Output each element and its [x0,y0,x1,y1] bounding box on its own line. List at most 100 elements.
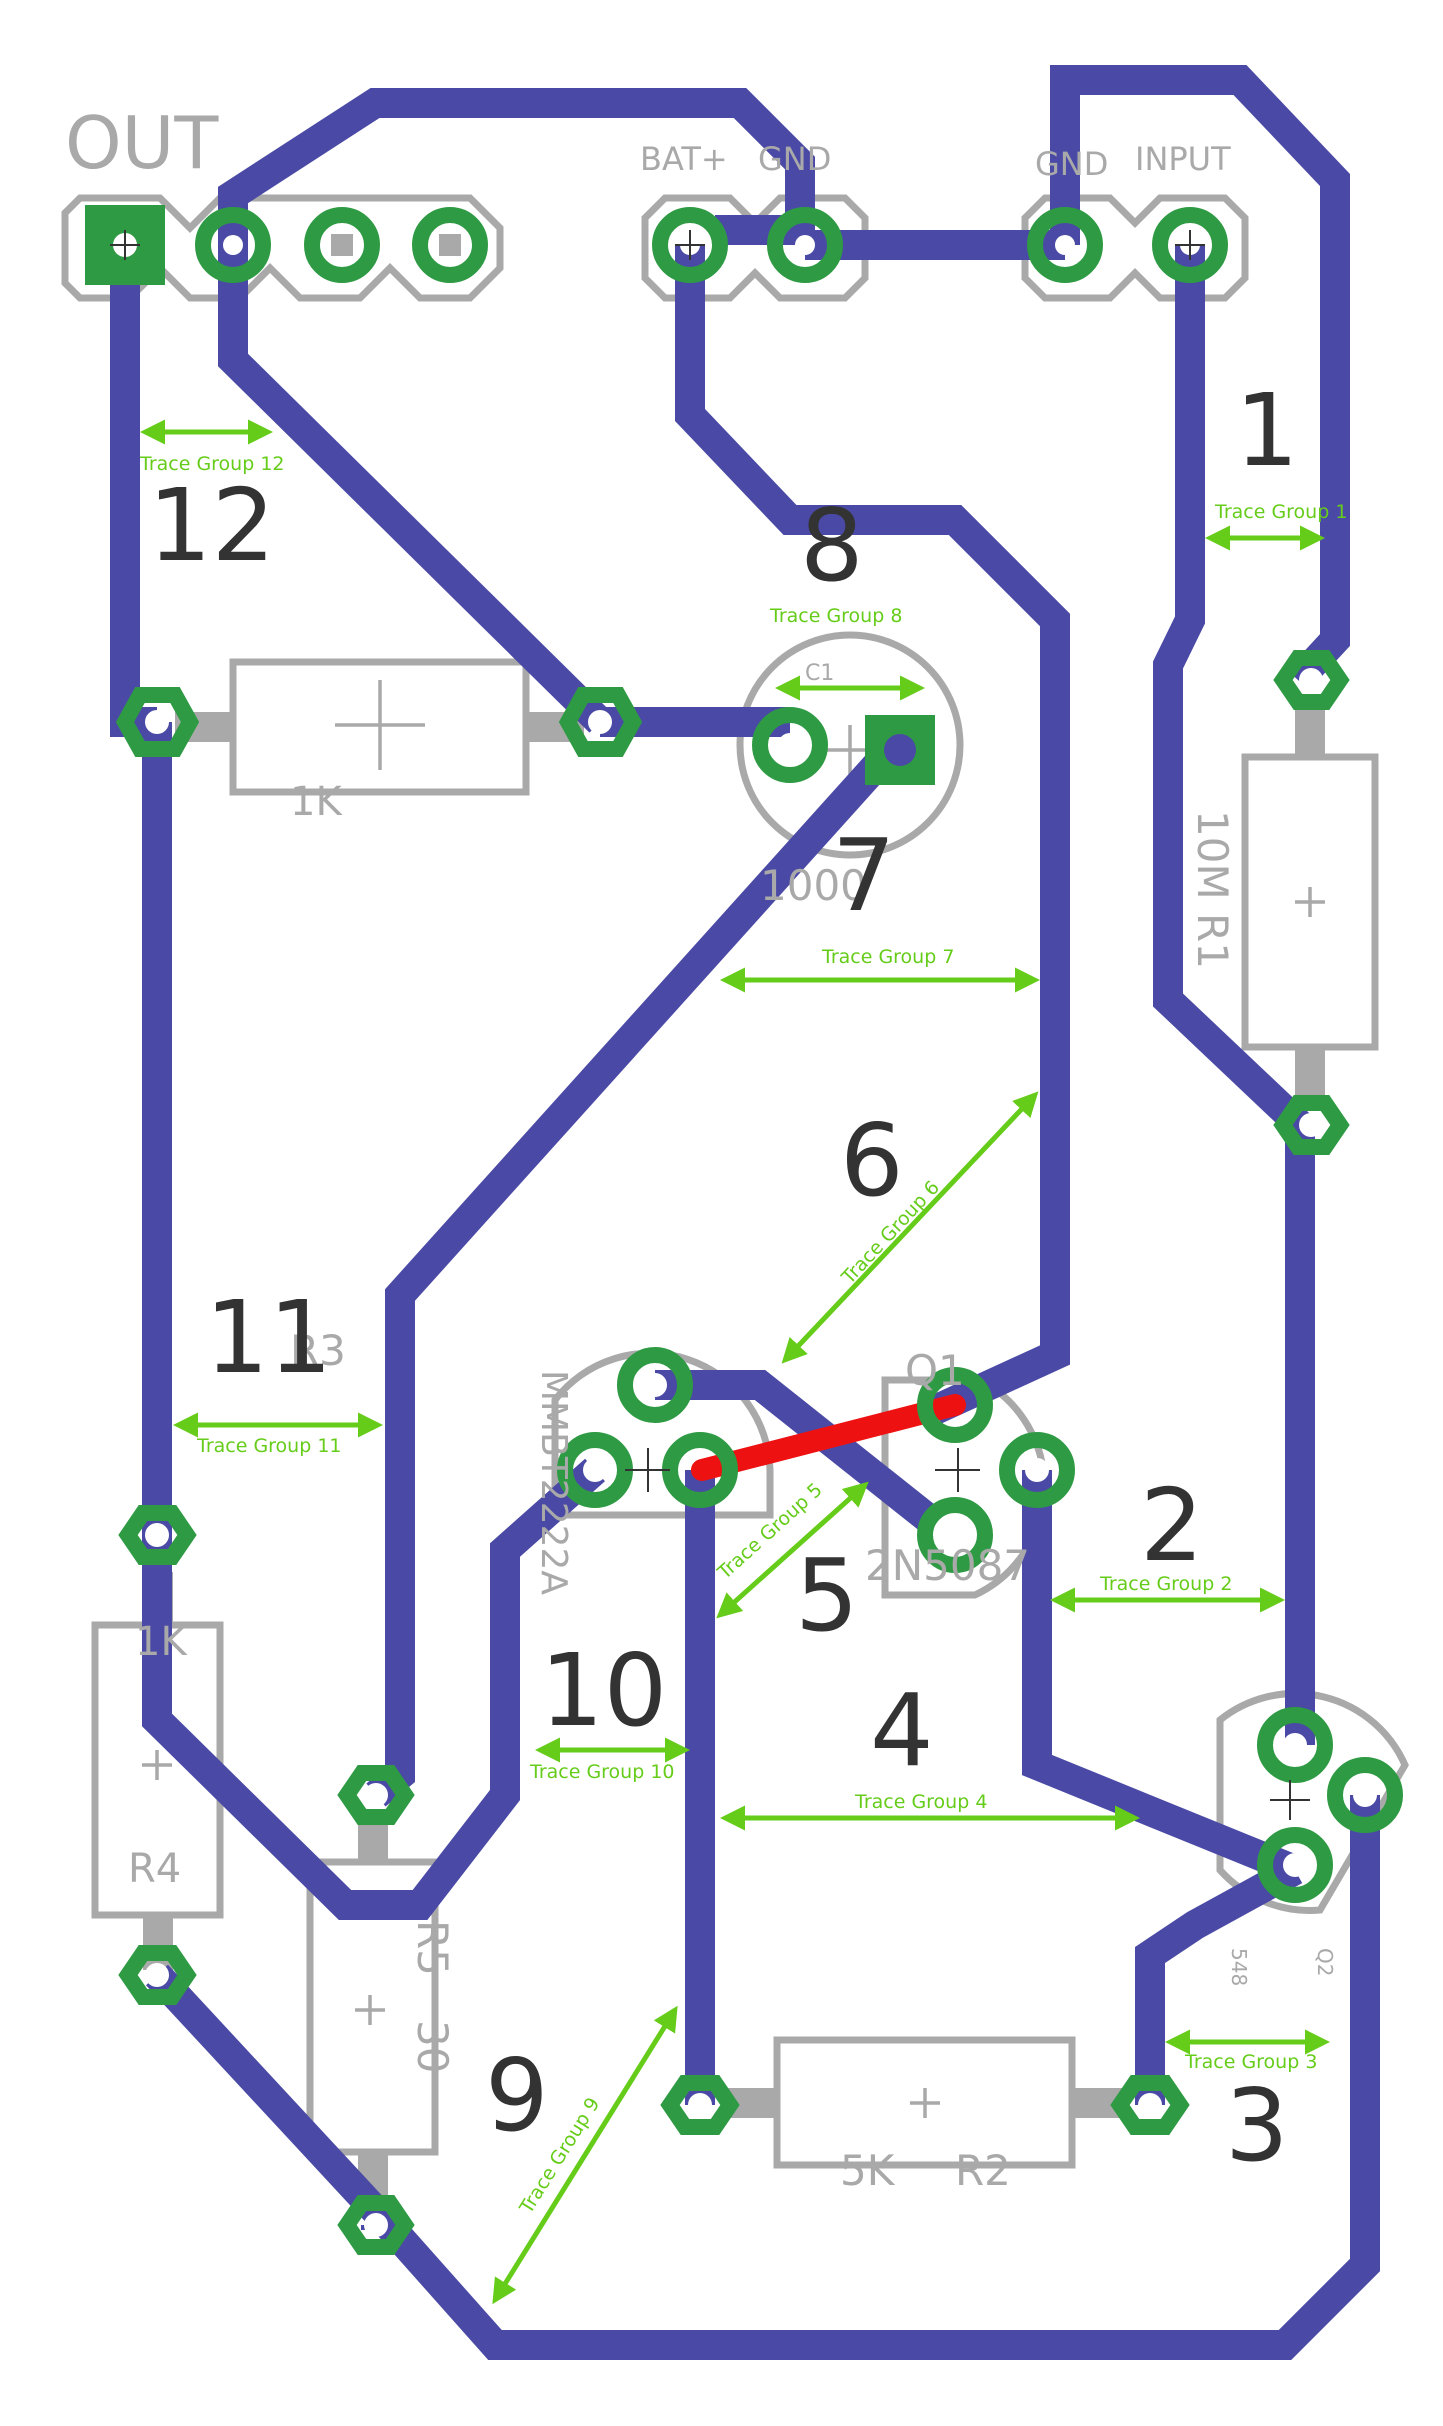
group-1-label: Trace Group 1 [1214,501,1347,523]
hole [588,710,612,734]
label-r2: R2 [955,2146,1011,2195]
trace-gnd-to-r1 [1050,65,1350,691]
group-11-number: 11 [205,1279,332,1396]
group-5-number: 5 [795,1537,859,1654]
label-r5: R5 [408,1920,457,1976]
hole [795,235,815,255]
label-c1: C1 [805,661,834,686]
group-5-arrow [716,1481,869,1619]
gnd-input-header-outline [1021,194,1249,302]
group-9-number: 9 [485,2037,549,2154]
pad-gnd-right [1027,207,1103,283]
label-gnd-left: GND [758,140,831,178]
pad-gnd-left [767,207,843,283]
pad-crosshairs [110,230,1310,1820]
label-input: INPUT [1135,140,1231,178]
label-q2-part: 548 [1227,1948,1251,1986]
trace-qleft-to-r5 [142,1458,605,1920]
label-gnd-right: GND [1035,145,1108,183]
label-q1: Q1 [905,1346,965,1395]
group-2-number: 2 [1140,1467,1204,1584]
pad-c1-negative [752,707,828,783]
pad-out-2 [195,207,271,283]
jumper-highlight [691,1394,966,1481]
hole [145,1963,169,1987]
group-10-number: 10 [540,1632,667,1749]
hole [583,1458,607,1482]
label-qleft: MMBT2222A [533,1370,574,1595]
pad-c1-positive-hole [884,734,916,766]
hole [1283,1733,1307,1757]
pad-q2-bottom [1257,1827,1333,1903]
pad-r1-top [1273,650,1350,710]
pad-bat-plus [652,207,728,283]
group-9-arrow [492,2005,678,2305]
hole [1299,668,1323,692]
hole [943,1523,967,1547]
group-12-number: 12 [148,467,275,584]
label-r5-value: 30 [408,2020,457,2073]
hole [1055,235,1075,255]
pad-q1-left [917,1367,993,1443]
group-10-label: Trace Group 10 [529,1761,675,1783]
hole [643,1373,667,1397]
group-3-number: 3 [1225,2067,1289,2184]
pad-out-3-hole [331,234,353,256]
group-4-number: 4 [870,1672,934,1789]
group-7-number: 7 [832,817,896,934]
pad-q1-right [999,1432,1075,1508]
pad-r4-bottom [118,1945,197,2005]
pad-out-3 [304,207,380,283]
hole [688,2093,712,2117]
hole [778,733,802,757]
pad-holes [145,235,1377,2237]
trace-input-to-r1 [1153,245,1311,1136]
group-7-label: Trace Group 7 [821,946,954,968]
trace-q2-to-r2 [1135,1856,1303,2105]
pad-out-4-hole [439,234,461,256]
group-8-number: 8 [800,487,864,604]
hole [1283,1853,1307,1877]
hole [145,1523,169,1547]
hole [364,2213,388,2237]
pad-r1-bottom [1273,1095,1350,1155]
pad-r5-top [337,1765,415,1825]
label-r1: 10M R1 [1188,810,1237,969]
label-q2: Q2 [1313,1948,1337,1976]
label-c1-value: 1000 [760,861,867,910]
group-4-label: Trace Group 4 [854,1791,987,1813]
trace-q1-to-q2 [1022,1470,1301,1884]
group-12-label: Trace Group 12 [139,453,285,475]
label-r-top-value: 1K [290,779,343,825]
trace-bottom-loop [146,1795,1380,2360]
group-2-label: Trace Group 2 [1099,1573,1232,1595]
pad-qleft-base [617,1347,693,1423]
label-r3: R3 [290,1326,346,1375]
hole [364,1783,388,1807]
hole [1299,1113,1323,1137]
bat-gnd-header-outline [641,194,869,302]
group-3-label: Trace Group 3 [1184,2051,1317,2073]
hole [223,235,243,255]
pad-q2-right [1327,1757,1403,1833]
pad-r4-top [118,1505,197,1565]
pad-rtop-right [558,687,643,757]
pad-q2-top [1257,1707,1333,1783]
label-r4: R4 [128,1846,181,1892]
pad-rtop-left [115,687,200,757]
label-bat-plus: BAT+ [640,140,728,178]
resistor-r1-lead-bottom [1295,1047,1325,1102]
label-q1-part: 2N5087 [865,1541,1030,1590]
trace-bat-to-q1 [675,245,1070,1424]
group-8-label: Trace Group 8 [769,605,902,627]
group-6-number: 6 [840,1102,904,1219]
pad-r5-bottom [337,2195,415,2255]
pad-input [1152,207,1228,283]
label-r2-value: 5K [840,2146,896,2195]
label-r4-value: 1K [135,1619,188,1665]
trace-out2-to-rtop-right [218,245,611,733]
resistor-r1-lead-top [1295,710,1325,757]
capacitor-c1-outline [736,631,964,859]
hole [1025,1458,1049,1482]
